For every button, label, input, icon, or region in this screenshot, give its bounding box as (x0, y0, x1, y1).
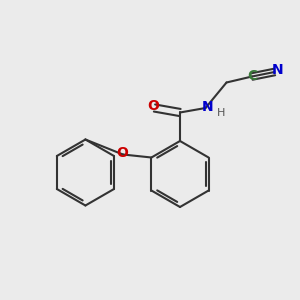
Text: O: O (147, 100, 159, 113)
Text: C: C (248, 70, 258, 83)
Text: H: H (217, 108, 225, 118)
Text: O: O (116, 146, 128, 160)
Text: N: N (272, 64, 283, 77)
Text: N: N (202, 100, 214, 114)
